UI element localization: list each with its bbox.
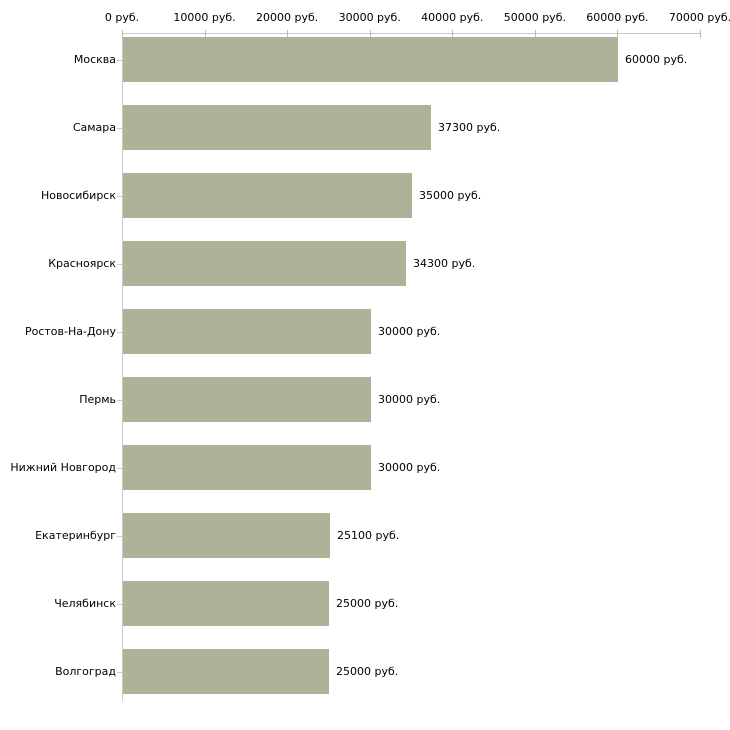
category-label: Челябинск <box>54 596 116 610</box>
x-axis-tick-mark <box>535 30 536 38</box>
x-axis-tick-mark <box>122 30 123 38</box>
bar-Челябинск <box>123 581 329 626</box>
value-label: 37300 руб. <box>438 120 501 134</box>
bar-Пермь <box>123 377 371 422</box>
bar-Нижний Новгород <box>123 445 371 490</box>
x-axis-tick-label: 20000 руб. <box>256 11 319 24</box>
category-tick-mark <box>117 332 122 333</box>
category-label: Екатеринбург <box>35 528 116 542</box>
value-label: 35000 руб. <box>419 188 482 202</box>
value-label: 30000 руб. <box>378 324 441 338</box>
bar-Новосибирск <box>123 173 412 218</box>
bar-Москва <box>123 37 618 82</box>
x-axis-tick-mark <box>452 30 453 38</box>
value-label: 25000 руб. <box>336 664 399 678</box>
category-tick-mark <box>117 60 122 61</box>
value-label: 30000 руб. <box>378 460 441 474</box>
category-label: Красноярск <box>48 256 116 270</box>
category-label: Нижний Новгород <box>10 460 116 474</box>
y-axis-line <box>122 33 123 701</box>
category-label: Самара <box>72 120 116 134</box>
category-tick-mark <box>117 128 122 129</box>
x-axis-tick-mark <box>700 30 701 38</box>
x-axis-tick-label: 30000 руб. <box>338 11 401 24</box>
x-axis-tick-mark <box>370 30 371 38</box>
bar-Ростов-На-Дону <box>123 309 371 354</box>
category-tick-mark <box>117 672 122 673</box>
value-label: 60000 руб. <box>625 52 688 66</box>
value-label: 25100 руб. <box>337 528 400 542</box>
x-axis-tick-mark <box>205 30 206 38</box>
category-label: Новосибирск <box>40 188 116 202</box>
bar-Волгоград <box>123 649 329 694</box>
category-label: Москва <box>73 52 116 66</box>
category-tick-mark <box>117 536 122 537</box>
bar-Самара <box>123 105 431 150</box>
value-label: 34300 руб. <box>413 256 476 270</box>
x-axis-tick-label: 10000 руб. <box>173 11 236 24</box>
category-tick-mark <box>117 400 122 401</box>
category-label: Волгоград <box>55 664 116 678</box>
x-axis-tick-label: 50000 руб. <box>503 11 566 24</box>
category-tick-mark <box>117 604 122 605</box>
value-label: 30000 руб. <box>378 392 441 406</box>
bar-Екатеринбург <box>123 513 330 558</box>
x-axis-tick-label: 40000 руб. <box>421 11 484 24</box>
x-axis-tick-label: 70000 руб. <box>668 11 730 24</box>
category-label: Пермь <box>79 392 116 406</box>
x-axis-tick-mark <box>287 30 288 38</box>
x-axis-tick-mark <box>617 30 618 38</box>
x-axis-tick-label: 60000 руб. <box>586 11 649 24</box>
value-label: 25000 руб. <box>336 596 399 610</box>
category-label: Ростов-На-Дону <box>24 324 116 338</box>
category-tick-mark <box>117 196 122 197</box>
bar-Красноярск <box>123 241 406 286</box>
x-axis-line <box>122 33 701 34</box>
category-tick-mark <box>117 468 122 469</box>
x-axis-tick-label: 0 руб. <box>104 11 140 24</box>
category-tick-mark <box>117 264 122 265</box>
